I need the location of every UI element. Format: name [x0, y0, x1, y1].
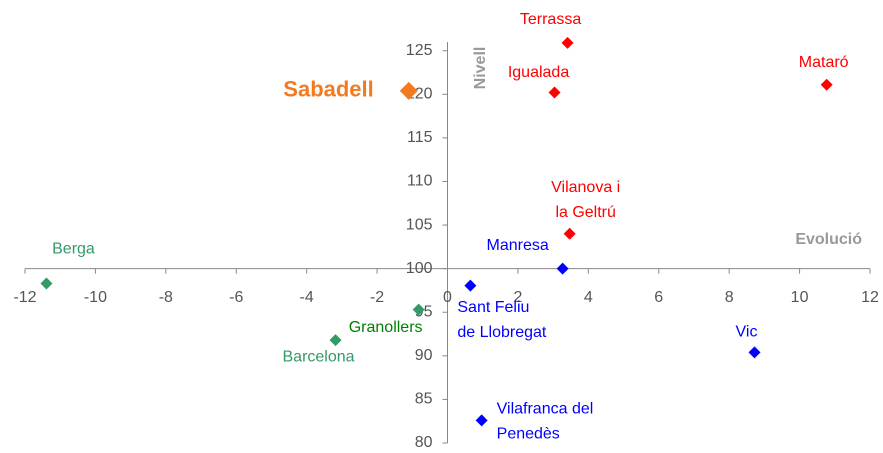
point-label: Vilanova i — [551, 179, 620, 196]
x-tick-label: 12 — [861, 289, 879, 306]
point — [40, 277, 53, 290]
x-tick-label: -4 — [300, 289, 314, 306]
point-label: Manresa — [487, 237, 549, 254]
point-label: Barcelona — [283, 348, 355, 365]
point-label: Sabadell — [283, 77, 373, 102]
x-tick-label: -6 — [229, 289, 243, 306]
y-tick-label: 110 — [407, 173, 433, 190]
point-label: Penedès — [497, 426, 560, 443]
y-tick-label: 85 — [415, 391, 433, 408]
y-tick-label: 105 — [406, 216, 433, 233]
x-tick-label: -2 — [370, 289, 384, 306]
y-tick-label: 125 — [406, 42, 433, 59]
point — [412, 303, 425, 316]
x-tick-label: 10 — [791, 289, 809, 306]
point — [464, 279, 477, 292]
x-tick-label: 6 — [654, 289, 663, 306]
point-label: Sant Feliu — [457, 299, 529, 316]
x-tick-label: 0 — [443, 289, 452, 306]
point — [820, 78, 833, 91]
point-label: Mataró — [799, 54, 849, 71]
point — [748, 346, 761, 359]
point — [329, 334, 342, 347]
point-label: Granollers — [349, 319, 423, 336]
x-tick-label: -10 — [84, 289, 107, 306]
y-axis-label: Nivell — [472, 47, 489, 90]
point — [563, 227, 576, 240]
y-tick-label: 100 — [406, 260, 433, 277]
point — [548, 86, 561, 99]
x-tick-label: 2 — [513, 289, 522, 306]
x-tick-label: 4 — [584, 289, 593, 306]
x-tick-label: -8 — [159, 289, 173, 306]
point — [556, 262, 569, 275]
point-label: Berga — [52, 241, 95, 258]
y-tick-label: 90 — [415, 347, 433, 364]
point-label: de Llobregat — [457, 324, 547, 341]
point-label: Vilafranca del — [497, 401, 594, 418]
point — [475, 414, 488, 427]
y-tick-label: 115 — [407, 129, 433, 146]
point-label: Vic — [736, 324, 758, 341]
point-label: la Geltrú — [555, 204, 615, 221]
point-label: Igualada — [508, 64, 569, 81]
x-tick-label: 8 — [725, 289, 734, 306]
x-axis-label: Evolució — [795, 231, 862, 248]
x-tick-label: -12 — [13, 289, 36, 306]
point — [561, 36, 574, 49]
point — [399, 81, 418, 100]
y-tick-label: 80 — [415, 434, 433, 451]
point-label: Terrassa — [520, 11, 581, 28]
